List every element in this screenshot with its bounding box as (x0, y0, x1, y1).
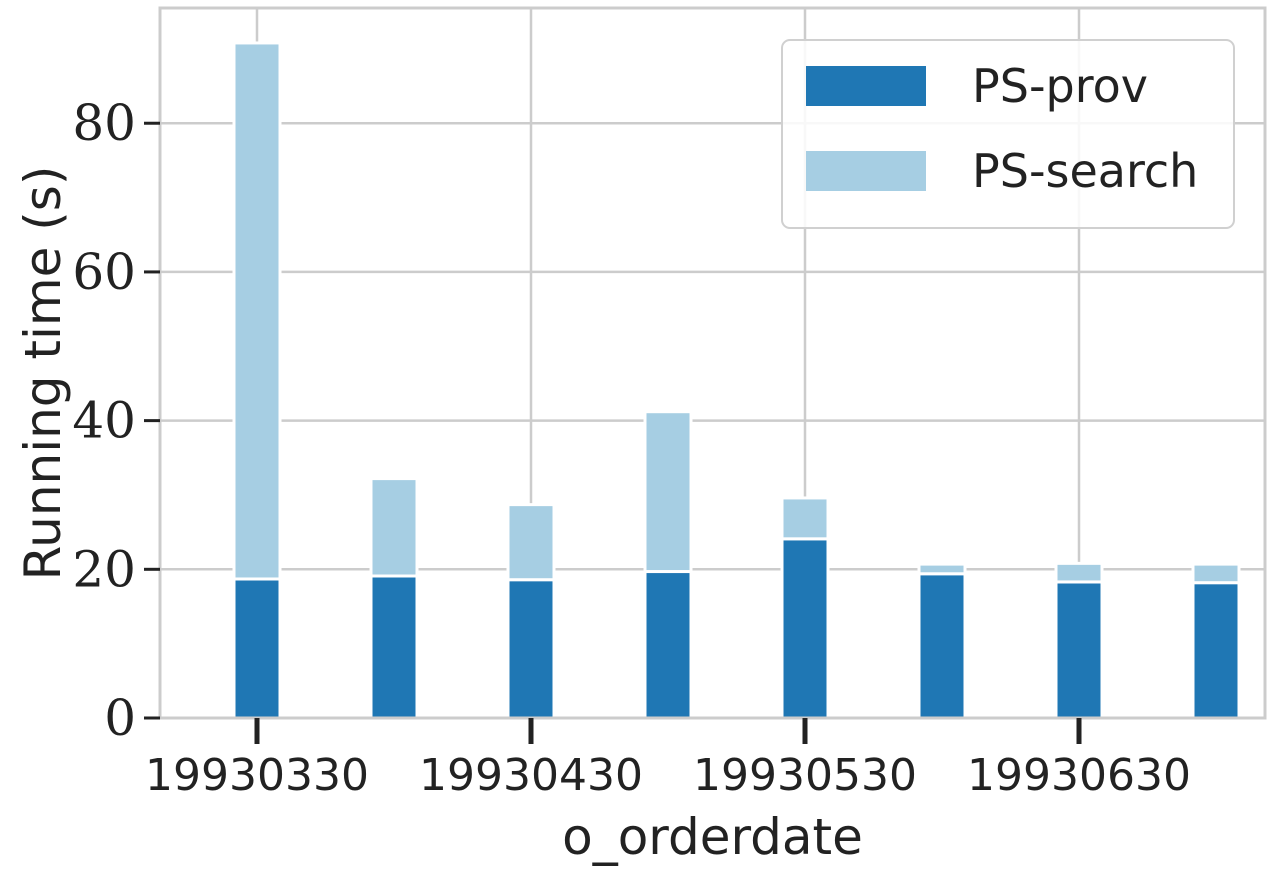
legend: PS-prov PS-search (781, 39, 1235, 229)
legend-swatch-ps-prov (806, 66, 926, 106)
bar-ps-search-4 (780, 496, 830, 541)
y-axis-title: Running time (s) (14, 166, 72, 581)
bar-ps-prov-5 (917, 572, 967, 720)
legend-label-ps-prov: PS-prov (972, 59, 1148, 113)
y-tick-label-0: 0 (104, 689, 136, 747)
legend-label-ps-search: PS-search (972, 144, 1198, 198)
bar-ps-prov-4 (780, 537, 830, 720)
y-tick-label-40: 40 (72, 392, 136, 450)
y-tick-label-60: 60 (72, 243, 136, 301)
bar-ps-prov-3 (643, 570, 693, 720)
plot-frame (158, 6, 1267, 720)
bar-ps-search-5 (917, 562, 967, 576)
bar-ps-prov-0 (232, 577, 282, 720)
y-tick-label-20: 20 (72, 540, 136, 598)
axes (158, 6, 1267, 720)
y-tick-label-80: 80 (72, 94, 136, 152)
bar-ps-search-6 (1054, 561, 1104, 584)
x-axis-title: o_orderdate (562, 808, 863, 866)
bar-ps-prov-2 (506, 578, 556, 720)
x-tick-label-0: 19930330 (145, 750, 369, 801)
bars (232, 41, 1241, 720)
bar-ps-prov-7 (1191, 581, 1241, 720)
x-tick-label-3: 19930630 (967, 750, 1191, 801)
bar-ps-search-1 (369, 477, 419, 578)
bar-ps-search-2 (506, 503, 556, 582)
bar-ps-search-7 (1191, 562, 1241, 585)
y-ticks: 0 20 40 60 80 (72, 94, 160, 747)
bar-ps-search-0 (232, 41, 282, 581)
legend-swatch-ps-search (806, 151, 926, 191)
x-tick-label-1: 19930430 (419, 750, 643, 801)
bar-ps-search-3 (643, 410, 693, 574)
x-ticks: 19930330 19930430 19930530 19930630 (145, 718, 1191, 801)
bar-ps-prov-1 (369, 574, 419, 720)
bar-ps-prov-6 (1054, 580, 1104, 720)
x-tick-label-2: 19930530 (693, 750, 917, 801)
